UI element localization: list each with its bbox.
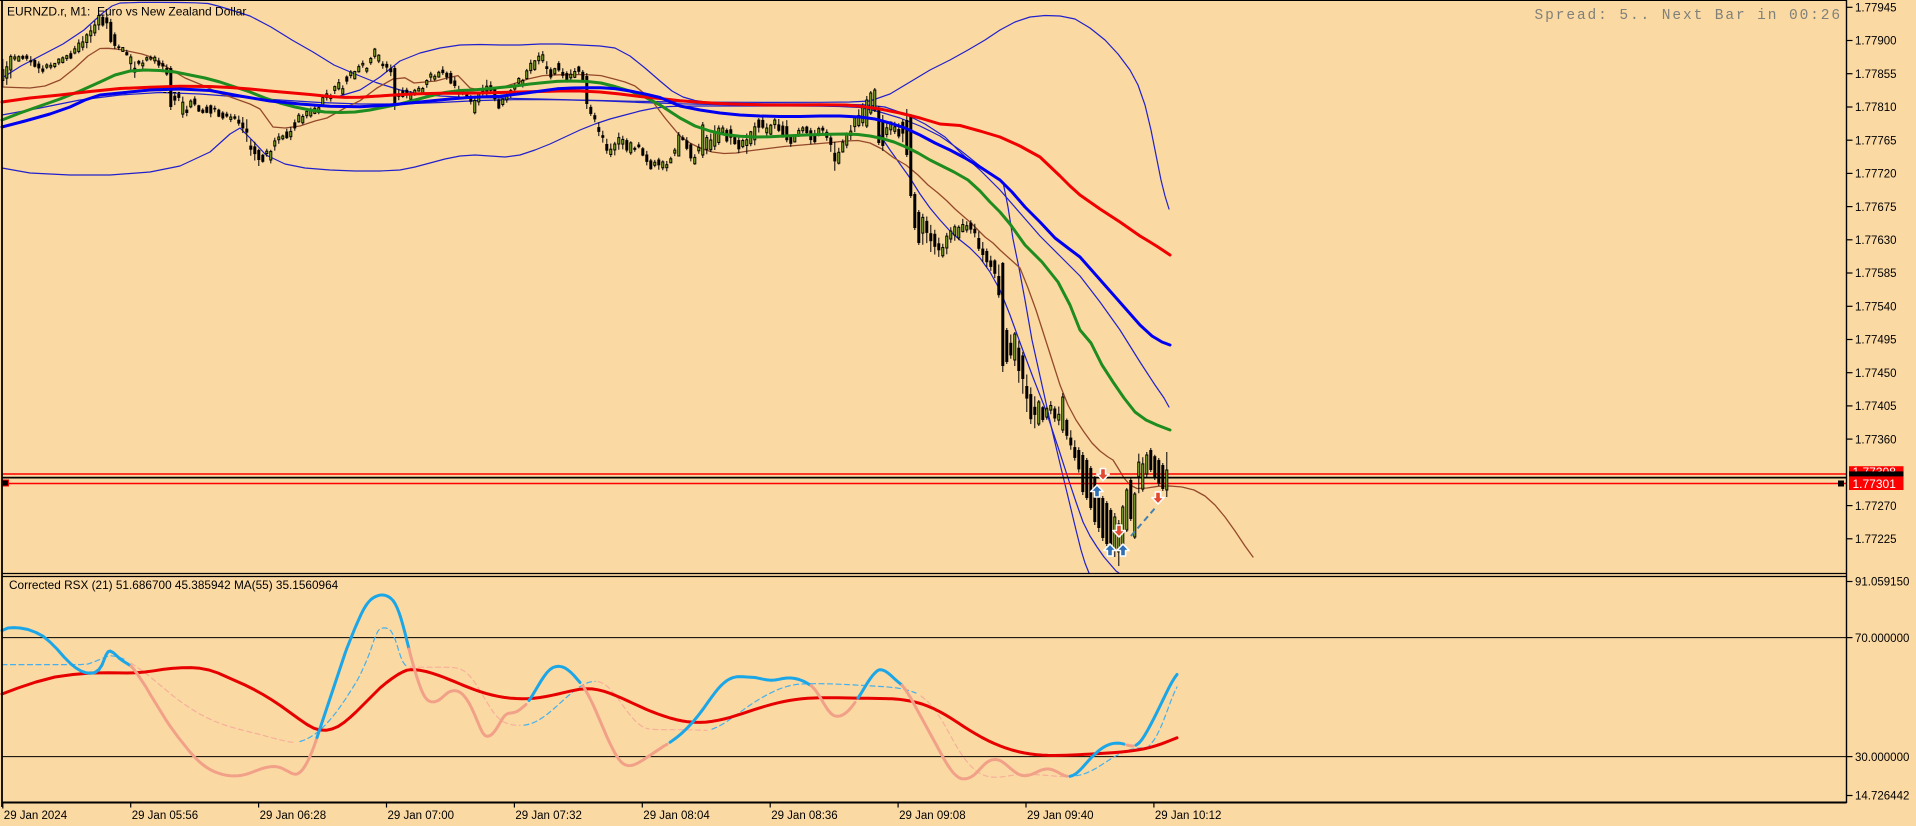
svg-text:1.77301: 1.77301 xyxy=(1853,477,1897,491)
svg-text:1.77450: 1.77450 xyxy=(1855,368,1897,380)
svg-text:1.77585: 1.77585 xyxy=(1855,268,1897,280)
svg-text:1.77308: 1.77308 xyxy=(1853,465,1897,479)
svg-text:30.000000: 30.000000 xyxy=(1855,752,1909,764)
svg-text:29 Jan 09:40: 29 Jan 09:40 xyxy=(1027,810,1094,822)
svg-text:1.77810: 1.77810 xyxy=(1855,102,1897,114)
svg-text:Spread: 5.. Next Bar in 00:26: Spread: 5.. Next Bar in 00:26 xyxy=(1535,8,1842,24)
svg-text:29 Jan 07:32: 29 Jan 07:32 xyxy=(515,810,582,822)
svg-text:1.77855: 1.77855 xyxy=(1855,69,1897,81)
svg-text:1.77405: 1.77405 xyxy=(1855,401,1897,413)
svg-text:1.77765: 1.77765 xyxy=(1855,135,1897,147)
svg-text:1.77900: 1.77900 xyxy=(1855,36,1897,48)
svg-text:1.77225: 1.77225 xyxy=(1855,534,1897,546)
svg-text:1.77630: 1.77630 xyxy=(1855,235,1897,247)
svg-text:29 Jan 07:00: 29 Jan 07:00 xyxy=(388,810,455,822)
svg-text:29 Jan 08:04: 29 Jan 08:04 xyxy=(643,810,710,822)
svg-text:29 Jan 08:36: 29 Jan 08:36 xyxy=(771,810,838,822)
svg-text:1.77720: 1.77720 xyxy=(1855,169,1897,181)
svg-text:91.059150: 91.059150 xyxy=(1855,577,1909,589)
svg-text:1.77540: 1.77540 xyxy=(1855,302,1897,314)
svg-text:14.726442: 14.726442 xyxy=(1855,791,1909,803)
svg-text:EURNZD.r, M1: Euro vs New Zea: EURNZD.r, M1: Euro vs New Zealand Dollar xyxy=(7,5,246,19)
svg-text:70.000000: 70.000000 xyxy=(1855,633,1909,645)
svg-text:29 Jan 05:56: 29 Jan 05:56 xyxy=(132,810,199,822)
svg-text:1.77945: 1.77945 xyxy=(1855,3,1897,15)
svg-text:29 Jan 10:12: 29 Jan 10:12 xyxy=(1155,810,1222,822)
svg-text:1.77495: 1.77495 xyxy=(1855,335,1897,347)
svg-text:29 Jan 06:28: 29 Jan 06:28 xyxy=(260,810,327,822)
svg-text:29 Jan 2024: 29 Jan 2024 xyxy=(4,810,68,822)
svg-text:29 Jan 09:08: 29 Jan 09:08 xyxy=(899,810,966,822)
svg-text:1.77675: 1.77675 xyxy=(1855,202,1897,214)
svg-text:Corrected RSX (21) 51.686700 4: Corrected RSX (21) 51.686700 45.385942 M… xyxy=(9,578,339,592)
svg-text:1.77360: 1.77360 xyxy=(1855,434,1897,446)
svg-text:1.77270: 1.77270 xyxy=(1855,501,1897,513)
